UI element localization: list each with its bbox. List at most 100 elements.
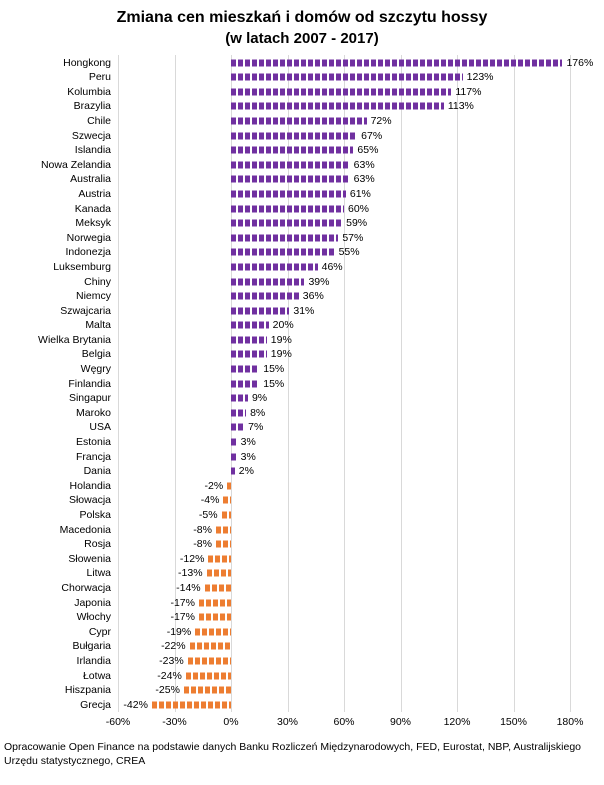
bar-area: 15% bbox=[118, 376, 570, 391]
bar-area: 59% bbox=[118, 216, 570, 231]
bar-positive bbox=[231, 132, 358, 140]
gridline bbox=[174, 55, 176, 713]
chart-row: Australia 63% bbox=[0, 172, 604, 187]
chart-row: Chiny 39% bbox=[0, 274, 604, 289]
value-label: 9% bbox=[251, 392, 268, 405]
bar-area: 55% bbox=[118, 245, 570, 260]
chart-row: Słowacja -4% bbox=[0, 493, 604, 508]
category-label: Finlandia bbox=[68, 377, 111, 390]
bar-positive bbox=[231, 146, 354, 154]
bar-area: -24% bbox=[118, 668, 570, 683]
value-label: 36% bbox=[302, 290, 324, 303]
chart-row: Niemcy 36% bbox=[0, 289, 604, 304]
x-tick-label: 90% bbox=[389, 716, 412, 729]
chart-row: Cypr -19% bbox=[0, 624, 604, 639]
value-label: -25% bbox=[155, 684, 180, 697]
value-label: 3% bbox=[240, 450, 256, 463]
gridline bbox=[287, 55, 289, 713]
chart-title: Zmiana cen mieszkań i domów od szczytu h… bbox=[116, 9, 488, 26]
chart-row: Belgia 19% bbox=[0, 347, 604, 362]
category-label: Chiny bbox=[84, 275, 111, 288]
bar-area: -23% bbox=[118, 654, 570, 669]
value-label: -17% bbox=[170, 611, 195, 624]
bar-area: -4% bbox=[118, 493, 570, 508]
category-label: USA bbox=[89, 421, 111, 434]
bar-positive bbox=[231, 59, 563, 67]
category-label: Peru bbox=[88, 71, 111, 84]
value-label: 19% bbox=[270, 348, 292, 361]
gridline bbox=[344, 55, 345, 713]
value-label: -23% bbox=[159, 654, 184, 667]
value-label: 20% bbox=[272, 319, 294, 332]
category-label: Szwecja bbox=[71, 129, 111, 142]
value-label: 65% bbox=[357, 144, 379, 157]
category-label: Estonia bbox=[75, 436, 111, 449]
chart-row: Dania 2% bbox=[0, 464, 604, 479]
bar-negative bbox=[183, 686, 231, 694]
bar-positive bbox=[231, 336, 267, 344]
category-label: Rosja bbox=[84, 538, 111, 551]
chart-row: Hongkong 176% bbox=[0, 55, 604, 70]
bar-area: 19% bbox=[118, 333, 570, 348]
bar-negative bbox=[227, 482, 231, 490]
category-label: Maroko bbox=[75, 406, 111, 419]
bar-positive bbox=[231, 438, 237, 446]
bar-negative bbox=[189, 642, 231, 650]
bar-area: -17% bbox=[118, 610, 570, 625]
chart-row: Szwajcaria 31% bbox=[0, 303, 604, 318]
value-label: 113% bbox=[447, 100, 474, 113]
category-label: Węgry bbox=[80, 363, 111, 376]
bar-positive bbox=[231, 117, 367, 125]
bar-positive bbox=[231, 102, 444, 110]
value-label: 46% bbox=[321, 260, 343, 273]
category-label: Słowenia bbox=[68, 552, 111, 565]
value-label: 15% bbox=[263, 377, 285, 390]
category-label: Francja bbox=[75, 450, 111, 463]
chart-row: Malta 20% bbox=[0, 318, 604, 333]
x-tick-label: -60% bbox=[105, 716, 131, 729]
value-label: 39% bbox=[308, 275, 330, 288]
chart-row: Polska -5% bbox=[0, 508, 604, 523]
category-label: Irlandia bbox=[76, 654, 111, 667]
bar-positive bbox=[231, 234, 339, 242]
gridline bbox=[118, 55, 119, 713]
chart-row: Meksyk 59% bbox=[0, 216, 604, 231]
bar-area: -14% bbox=[118, 581, 570, 596]
chart-row: Luksemburg 46% bbox=[0, 260, 604, 275]
chart-row: Łotwa -24% bbox=[0, 668, 604, 683]
bar-negative bbox=[206, 569, 231, 577]
bar-negative bbox=[215, 540, 231, 548]
bar-positive bbox=[231, 161, 350, 169]
value-label: 59% bbox=[346, 217, 368, 230]
value-label: 72% bbox=[370, 114, 392, 127]
category-label: Litwa bbox=[86, 567, 111, 580]
bar-positive bbox=[231, 423, 245, 431]
category-label: Nowa Zelandia bbox=[40, 158, 111, 171]
bar-positive bbox=[231, 248, 335, 256]
category-label: Dania bbox=[83, 465, 111, 478]
category-label: Chorwacja bbox=[61, 581, 111, 594]
chart-row: Węgry 15% bbox=[0, 362, 604, 377]
x-tick-label: 120% bbox=[443, 716, 471, 729]
bar-area: 123% bbox=[118, 70, 570, 85]
bar-area: -19% bbox=[118, 624, 570, 639]
value-label: -13% bbox=[178, 567, 203, 580]
bar-positive bbox=[231, 394, 248, 402]
chart-row: Chile 72% bbox=[0, 114, 604, 129]
bar-positive bbox=[231, 205, 344, 213]
value-label: 55% bbox=[338, 246, 360, 259]
bar-area: 65% bbox=[118, 143, 570, 158]
chart-row: Nowa Zelandia 63% bbox=[0, 157, 604, 172]
category-label: Luksemburg bbox=[53, 260, 111, 273]
value-label: 63% bbox=[353, 173, 375, 186]
bar-area: 63% bbox=[118, 172, 570, 187]
chart-row: Chorwacja -14% bbox=[0, 581, 604, 596]
bar-positive bbox=[231, 73, 463, 81]
category-label: Wielka Brytania bbox=[38, 333, 111, 346]
chart-row: Litwa -13% bbox=[0, 566, 604, 581]
chart-row: Finlandia 15% bbox=[0, 376, 604, 391]
gridline bbox=[400, 55, 402, 713]
category-label: Indonezja bbox=[65, 246, 111, 259]
x-tick-label: 60% bbox=[333, 716, 355, 729]
bar-area: -8% bbox=[118, 522, 570, 537]
